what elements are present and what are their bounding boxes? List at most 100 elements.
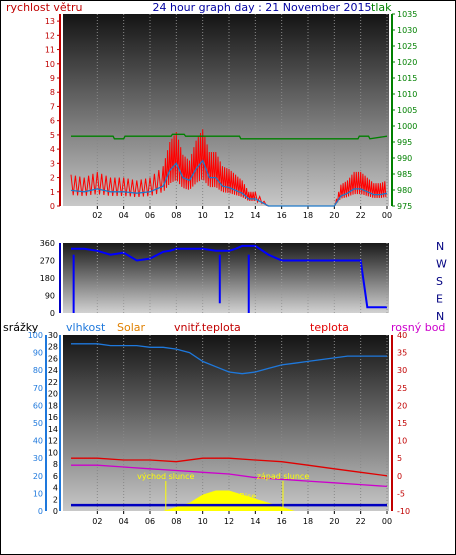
humidity-tick-label: 10: [48, 448, 58, 457]
rain-tick-label: 0: [38, 507, 43, 516]
pressure-tick-label: 1015: [397, 74, 417, 83]
humidity-tick-label: 22: [48, 378, 58, 387]
temperature-legend: teplota: [310, 321, 349, 334]
solar-legend: Solar: [117, 321, 146, 334]
sunrise-label: východ slunce: [137, 472, 194, 481]
x-tick-label: 22: [356, 517, 366, 526]
x-tick-label: 12: [224, 517, 234, 526]
temperature-tick-label: 30: [397, 366, 407, 375]
humidity-line: [71, 343, 387, 375]
x-tick-label: 02: [92, 517, 102, 526]
pressure-tick-label: 1005: [397, 106, 417, 115]
wind-average-line: [70, 159, 388, 207]
temperature-line: [71, 457, 388, 477]
pressure-line: [71, 133, 388, 140]
temperature-tick-label: -10: [397, 507, 410, 516]
wind-tick-label: 2: [50, 174, 55, 183]
pressure-tick-label: 980: [397, 186, 412, 195]
moonrise-label: Moon Rise: [215, 492, 256, 501]
rain-tick-label: 40: [33, 437, 43, 446]
rain-axis-title: srážky: [3, 321, 39, 334]
humidity-tick-label: 0: [53, 507, 58, 516]
indoor-temp-legend: vnitř.teplota: [174, 321, 241, 334]
x-tick-label: 20: [329, 517, 339, 526]
x-tick-label: 02: [92, 211, 102, 220]
direction-tick-label: 360: [40, 239, 55, 248]
dewpoint-legend: rosný bod: [391, 321, 445, 334]
humidity-tick-label: 20: [48, 390, 58, 399]
pressure-tick-label: 1025: [397, 42, 417, 51]
compass-label: W: [436, 258, 447, 271]
x-tick-label: 16: [277, 517, 287, 526]
pressure-tick-label: 985: [397, 170, 412, 179]
wind-tick-label: 3: [50, 159, 55, 168]
temperature-tick-label: 35: [397, 349, 407, 358]
humidity-axis-title: vlhkost: [66, 321, 106, 334]
direction-tick-label: 180: [40, 274, 55, 283]
wind-tick-label: 8: [50, 88, 55, 97]
humidity-tick-label: 6: [53, 472, 58, 481]
wind-speed-axis-title: rychlost větru: [6, 1, 82, 14]
rain-tick-label: 90: [33, 349, 43, 358]
direction-line: [71, 244, 387, 309]
direction-tick-label: 0: [50, 309, 55, 318]
x-tick-label: 08: [171, 517, 181, 526]
x-tick-label: 00: [382, 211, 392, 220]
rain-tick-label: 10: [33, 489, 43, 498]
temperature-tick-label: 20: [397, 401, 407, 410]
temperature-tick-label: 10: [397, 437, 407, 446]
temperature-tick-label: 15: [397, 419, 407, 428]
wind-tick-label: 9: [50, 74, 55, 83]
x-tick-label: 04: [119, 211, 129, 220]
pressure-tick-label: 995: [397, 138, 412, 147]
wind-tick-label: 7: [50, 102, 55, 111]
wind-tick-label: 10: [45, 60, 55, 69]
x-tick-label: 12: [224, 211, 234, 220]
compass-label: S: [436, 275, 443, 288]
x-tick-label: 16: [277, 211, 287, 220]
humidity-tick-label: 24: [48, 366, 58, 375]
wind-tick-label: 1: [50, 188, 55, 197]
humidity-tick-label: 16: [48, 413, 58, 422]
humidity-tick-label: 12: [48, 437, 58, 446]
humidity-tick-label: 4: [53, 484, 58, 493]
rain-tick-label: 80: [33, 366, 43, 375]
wind-tick-label: 4: [50, 145, 55, 154]
chart-title: 24 hour graph day : 21 November 2015: [152, 1, 371, 14]
x-tick-label: 14: [250, 517, 260, 526]
humidity-tick-label: 14: [48, 425, 58, 434]
x-tick-label: 18: [303, 211, 313, 220]
x-tick-label: 14: [250, 211, 260, 220]
pressure-tick-label: 1030: [397, 26, 417, 35]
compass-label: E: [436, 293, 443, 306]
panel-temperature-background: [63, 335, 389, 511]
wind-tick-label: 0: [50, 202, 55, 211]
humidity-tick-label: 18: [48, 401, 58, 410]
compass-label: N: [436, 240, 444, 253]
pressure-tick-label: 990: [397, 154, 412, 163]
humidity-tick-label: 28: [48, 343, 58, 352]
temperature-tick-label: 5: [397, 454, 402, 463]
x-tick-label: 20: [329, 211, 339, 220]
rain-tick-label: 60: [33, 401, 43, 410]
temperature-tick-label: 25: [397, 384, 407, 393]
x-tick-label: 04: [119, 517, 129, 526]
x-tick-label: 10: [198, 517, 208, 526]
temperature-tick-label: 40: [397, 331, 407, 340]
pressure-tick-label: 1010: [397, 90, 417, 99]
wind-tick-label: 6: [50, 117, 55, 126]
temperature-tick-label: -5: [397, 489, 405, 498]
x-tick-label: 00: [382, 517, 392, 526]
x-tick-label: 08: [171, 211, 181, 220]
rain-tick-label: 70: [33, 384, 43, 393]
rain-tick-label: 30: [33, 454, 43, 463]
sunset-label: západ slunce: [257, 472, 310, 481]
temperature-tick-label: 0: [397, 472, 402, 481]
x-tick-label: 10: [198, 211, 208, 220]
pressure-tick-label: 975: [397, 202, 412, 211]
wind-tick-label: 11: [45, 46, 55, 55]
pressure-tick-label: 1020: [397, 58, 417, 67]
humidity-tick-label: 2: [53, 495, 58, 504]
pressure-tick-label: 1035: [397, 10, 417, 19]
